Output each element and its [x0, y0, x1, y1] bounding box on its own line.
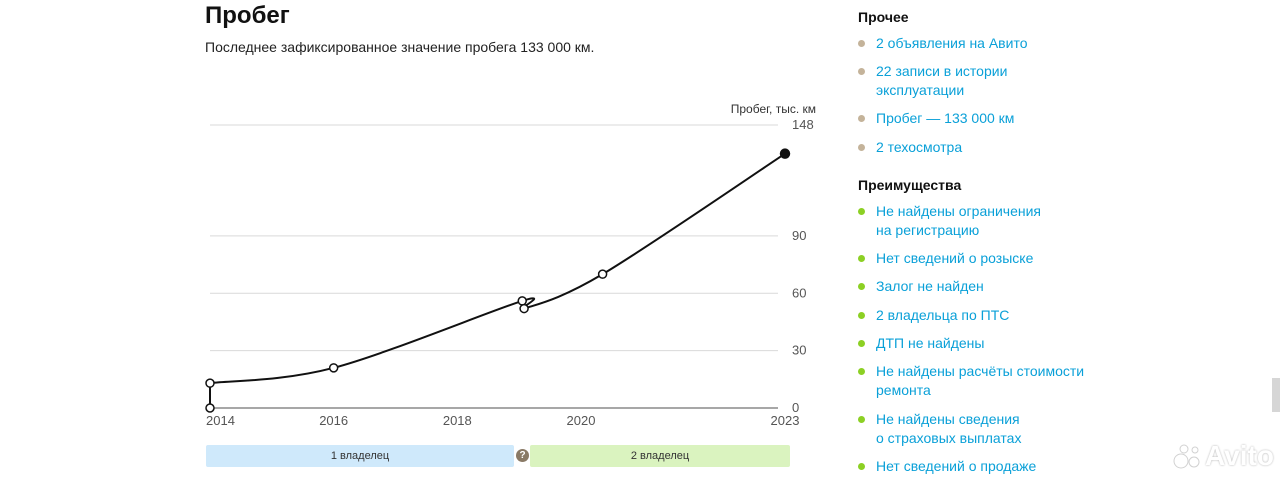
data-point: [519, 303, 529, 314]
bullet-icon: [858, 368, 865, 375]
list-item-label[interactable]: 2 объявления на Авито: [876, 35, 1028, 51]
mileage-line: [209, 152, 786, 408]
list-item[interactable]: 2 объявления на Авито: [858, 34, 1116, 53]
avito-logo-icon: [1173, 444, 1200, 469]
question-icon[interactable]: ?: [516, 449, 529, 462]
owner-segment-first: 1 владелец: [206, 445, 514, 467]
data-point: [779, 148, 791, 159]
x-tick-label: 2023: [771, 413, 800, 428]
y-tick-label: 30: [792, 343, 806, 358]
bullet-icon: [858, 40, 865, 47]
list-item-label[interactable]: ДТП не найдены: [876, 335, 985, 351]
list-item[interactable]: Залог не найден: [858, 277, 1116, 296]
list-item[interactable]: Не найдены ограничения на регистрацию: [858, 202, 1116, 240]
bullet-icon: [858, 416, 865, 423]
list-item[interactable]: Нет сведений о розыске: [858, 249, 1116, 268]
watermark-text: Avito: [1205, 440, 1274, 471]
list-item-label[interactable]: Нет сведений о продаже: [876, 458, 1037, 474]
list-item-label[interactable]: Не найдены сведения о страховых выплатах: [876, 411, 1022, 446]
list-item[interactable]: 2 владельца по ПТС: [858, 306, 1116, 325]
x-tick-label: 2020: [567, 413, 596, 428]
data-point: [517, 296, 527, 306]
mileage-subtitle: Последнее зафиксированное значение пробе…: [205, 39, 595, 55]
benefits-heading: Преимущества: [858, 177, 962, 193]
scrollbar-thumb[interactable]: [1272, 378, 1280, 412]
data-point: [328, 363, 339, 373]
x-tick-label: 2016: [319, 413, 348, 428]
list-item[interactable]: 22 записи в истории эксплуатации: [858, 62, 1116, 100]
list-item-label[interactable]: Нет сведений о розыске: [876, 250, 1034, 266]
watermark: Avito: [1172, 440, 1274, 472]
bullet-icon: [858, 283, 865, 290]
y-axis-label: Пробег, тыс. км: [731, 102, 816, 116]
bullet-icon: [858, 255, 865, 262]
y-tick-label: 0: [792, 400, 799, 415]
y-tick-label: 148: [792, 117, 814, 132]
list-item-label[interactable]: Не найдены расчёты стоимости ремонта: [876, 363, 1085, 398]
list-item[interactable]: Нет сведений о продаже: [858, 457, 1116, 476]
list-item-label[interactable]: Залог не найден: [876, 278, 984, 294]
bullet-icon: [858, 463, 865, 470]
list-item-label[interactable]: 22 записи в истории эксплуатации: [876, 63, 1008, 98]
x-tick-label: 2014: [206, 413, 235, 428]
bullet-icon: [858, 144, 865, 151]
other-heading: Прочее: [858, 9, 909, 25]
data-point: [205, 403, 215, 413]
bullet-icon: [858, 115, 865, 122]
page-title: Пробег: [205, 2, 290, 29]
list-item-label[interactable]: Не найдены ограничения на регистрацию: [876, 203, 1041, 238]
list-item[interactable]: Не найдены расчёты стоимости ремонта: [858, 362, 1116, 400]
list-item[interactable]: Пробег — 133 000 км: [858, 109, 1116, 128]
bullet-icon: [858, 312, 865, 319]
data-point: [597, 269, 608, 279]
list-item-label[interactable]: 2 техосмотра: [876, 139, 963, 155]
data-point: [205, 378, 215, 388]
list-item-label[interactable]: Пробег — 133 000 км: [876, 110, 1015, 126]
bullet-icon: [858, 68, 865, 75]
x-tick-label: 2018: [443, 413, 472, 428]
y-tick-label: 90: [792, 228, 806, 243]
list-item[interactable]: Не найдены сведения о страховых выплатах: [858, 410, 1116, 448]
list-item[interactable]: 2 техосмотра: [858, 138, 1116, 157]
list-item[interactable]: ДТП не найдены: [858, 334, 1116, 353]
owner-segment-second: 2 владелец: [530, 445, 790, 467]
bullet-icon: [858, 340, 865, 347]
list-item-label[interactable]: 2 владельца по ПТС: [876, 307, 1010, 323]
bullet-icon: [858, 208, 865, 215]
y-tick-label: 60: [792, 285, 806, 300]
